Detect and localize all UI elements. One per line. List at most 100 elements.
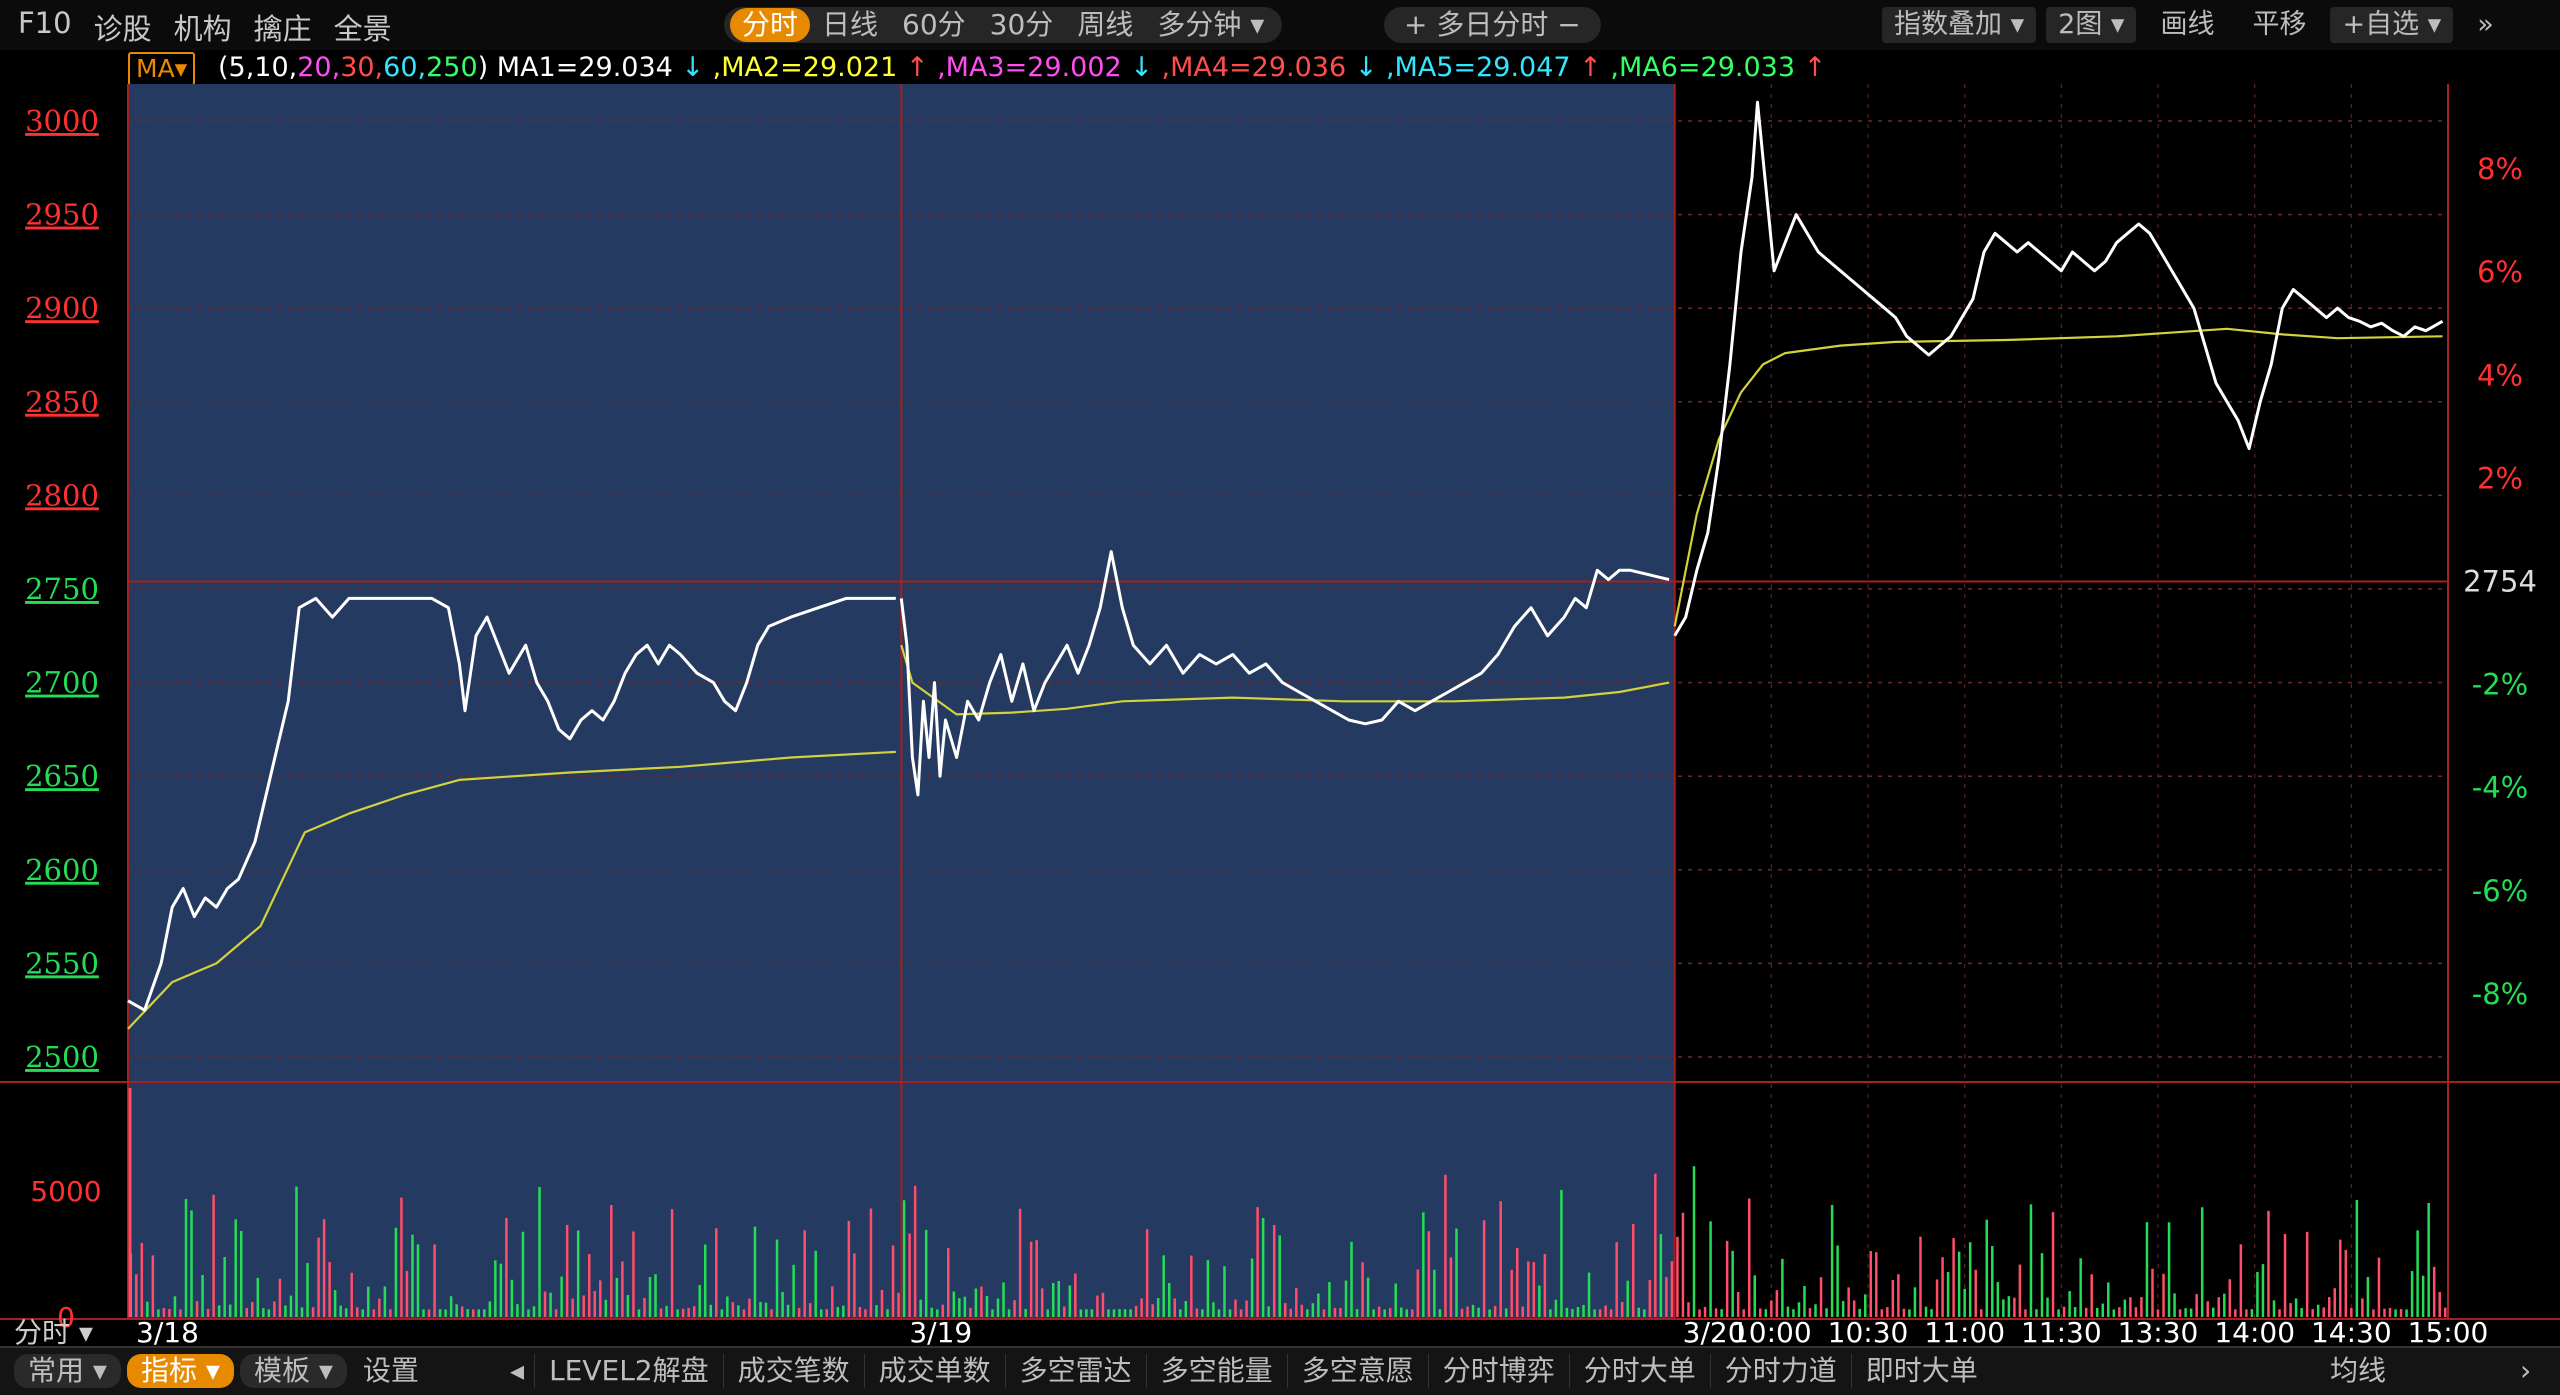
left-axis-label: 2700 (25, 666, 99, 700)
ma-indicator-bar: MA▾ (5,10,20,30,60,250) MA1=29.034 ↓ ,MA… (0, 50, 2560, 86)
period-tab-multi-minute[interactable]: 多分钟 ▾ (1157, 8, 1265, 41)
left-axis-label: 2650 (25, 759, 99, 793)
left-axis-label: 2950 (25, 198, 99, 232)
tab-instant-large-orders[interactable]: 即时大单 (1850, 1354, 1992, 1388)
right-axis-label: -2% (2472, 668, 2528, 702)
tab-intraday-force[interactable]: 分时力道 (1709, 1354, 1851, 1388)
left-axis-label: 2900 (25, 291, 99, 325)
ma-values: (5,10,20,30,60,250) MA1=29.034 ↓ ,MA2=29… (218, 52, 1826, 83)
ma-param: 20, (297, 52, 341, 83)
period-tab-weekly[interactable]: 周线 (1077, 8, 1134, 41)
intraday-footer-label: 分时 ▾ (14, 1316, 93, 1346)
ma-param: 30, (340, 52, 384, 83)
ma-trend-arrow: ↑ (1803, 52, 1827, 83)
intraday-chart[interactable]: 3000 2950 2900 2850 2800 2750 2700 2650 2600 2550… (0, 84, 2560, 1346)
time-label: 14:00 (2214, 1316, 2295, 1346)
ma-params-open: ( (218, 52, 229, 83)
right-axis-label: 2754 (2463, 565, 2537, 599)
index-overlay-dropdown[interactable]: 指数叠加 ▾ (1882, 7, 2037, 43)
current-day-background (1674, 84, 2448, 1319)
ma-trend-arrow: ↓ (1130, 52, 1162, 83)
average-line-label: 均线 (2330, 1354, 2387, 1387)
menu-f10[interactable]: F10 (18, 6, 72, 40)
multi-day-intraday-stepper[interactable]: + 多日分时 − (1384, 7, 1601, 43)
ma-value-label: MA1=29.034 (496, 52, 682, 83)
ma-indicator-dropdown[interactable]: MA▾ (128, 52, 196, 86)
left-axis-label: 2750 (25, 572, 99, 606)
volume-axis-label: 0 (57, 1301, 75, 1334)
tab-bull-bear-energy[interactable]: 多空能量 (1145, 1354, 1287, 1388)
left-axis-label: 2550 (25, 946, 99, 980)
ma-value-label: ,MA6=29.033 (1610, 52, 1804, 83)
period-switcher: 分时 日线 60分 30分 周线 多分钟 ▾ (724, 7, 1283, 43)
right-axis-label: 4% (2477, 358, 2523, 392)
ma-trend-arrow: ↓ (1354, 52, 1386, 83)
bottom-tab-bar: 常用 ▾ 指标 ▾ 模板 ▾ 设置 ◂ LEVEL2解盘 成交笔数 成交单数 多… (0, 1346, 2560, 1395)
ma-param: 60, (383, 52, 427, 83)
right-axis-label: -8% (2472, 977, 2528, 1011)
right-axis-label: 8% (2477, 152, 2523, 186)
settings-button[interactable]: 设置 (362, 1354, 419, 1387)
tab-bull-bear-intent[interactable]: 多空意愿 (1286, 1354, 1428, 1388)
tab-intraday-game[interactable]: 分时博弈 (1427, 1354, 1569, 1388)
period-tab-30min[interactable]: 30分 (989, 8, 1054, 41)
more-chevron-icon[interactable]: » (2477, 9, 2494, 40)
time-label: 13:30 (2118, 1316, 2199, 1346)
right-axis-label: 2% (2477, 461, 2523, 495)
period-tab-intraday[interactable]: 分时 (730, 8, 811, 42)
ma-value-label: ,MA2=29.021 (712, 52, 906, 83)
toolbar-left-menu: F10 诊股 机构 擒庄 全景 (18, 6, 392, 48)
day-label: 3/18 (136, 1316, 199, 1346)
ma-param: 5,10, (228, 52, 298, 83)
menu-institutions[interactable]: 机构 (173, 12, 232, 46)
time-label: 11:00 (1924, 1316, 2005, 1346)
volume-axis-label: 5000 (30, 1175, 101, 1208)
menu-capture-dealer[interactable]: 擒庄 (253, 12, 312, 46)
menu-panorama[interactable]: 全景 (333, 12, 392, 46)
left-axis-label: 2850 (25, 385, 99, 419)
ma-value-label: ,MA3=29.002 (937, 52, 1131, 83)
chart-count-dropdown[interactable]: 2图 ▾ (2046, 7, 2137, 43)
right-axis-label: -6% (2472, 874, 2528, 908)
tab-bull-bear-radar[interactable]: 多空雷达 (1004, 1354, 1146, 1388)
time-label: 11:30 (2021, 1316, 2102, 1346)
right-axis-label: 6% (2477, 255, 2523, 289)
left-axis-label: 3000 (25, 104, 99, 138)
left-axis-label: 2600 (25, 853, 99, 887)
left-axis-label: 2500 (25, 1040, 99, 1074)
tab-common[interactable]: 常用 ▾ (14, 1354, 121, 1388)
time-label: 10:30 (1828, 1316, 1909, 1346)
draw-line-button[interactable]: 画线 (2160, 9, 2215, 40)
tab-trade-orders[interactable]: 成交单数 (863, 1354, 1005, 1388)
ma-trend-arrow: ↓ (681, 52, 713, 83)
day-label: 3/19 (909, 1316, 972, 1346)
right-axis-label: -4% (2472, 771, 2528, 805)
tab-indicators[interactable]: 指标 ▾ (126, 1354, 234, 1388)
time-label: 15:00 (2408, 1316, 2489, 1346)
top-toolbar: F10 诊股 机构 擒庄 全景 分时 日线 60分 30分 周线 多分钟 ▾ +… (0, 0, 2560, 52)
bottom-left-tabs: 常用 ▾ 指标 ▾ 模板 ▾ 设置 (14, 1354, 429, 1388)
left-axis-label: 2800 (25, 478, 99, 512)
tab-intraday-large-orders[interactable]: 分时大单 (1568, 1354, 1710, 1388)
tab-templates[interactable]: 模板 ▾ (239, 1354, 347, 1388)
period-tab-daily[interactable]: 日线 (822, 8, 879, 41)
ma-value-label: ,MA5=29.047 (1385, 52, 1580, 83)
ma-params-close: ) (477, 52, 497, 83)
period-tab-60min[interactable]: 60分 (902, 8, 966, 41)
menu-stock-diagnosis[interactable]: 诊股 (93, 12, 152, 46)
add-watchlist-dropdown[interactable]: +自选 ▾ (2330, 7, 2454, 43)
toolbar-right-tools: 指数叠加 ▾ 2图 ▾ 画线 平移 +自选 ▾ » (1882, 7, 2508, 43)
time-label: 10:00 (1731, 1316, 1812, 1346)
time-label: 14:30 (2311, 1316, 2392, 1346)
function-tabs: ◂ LEVEL2解盘 成交笔数 成交单数 多空雷达 多空能量 多空意愿 分时博弈… (500, 1354, 1992, 1388)
price-line (127, 100, 2444, 1012)
tab-level2[interactable]: LEVEL2解盘 (534, 1354, 723, 1388)
scroll-right-icon[interactable]: › (2520, 1354, 2532, 1387)
ma-trend-arrow: ↑ (1579, 52, 1611, 83)
tabs-scroll-left-icon[interactable]: ◂ (510, 1354, 525, 1387)
tab-trade-count[interactable]: 成交笔数 (722, 1354, 864, 1388)
ma-value-label: ,MA4=29.036 (1161, 52, 1355, 83)
pan-button[interactable]: 平移 (2252, 9, 2307, 40)
ma-trend-arrow: ↑ (905, 52, 938, 83)
